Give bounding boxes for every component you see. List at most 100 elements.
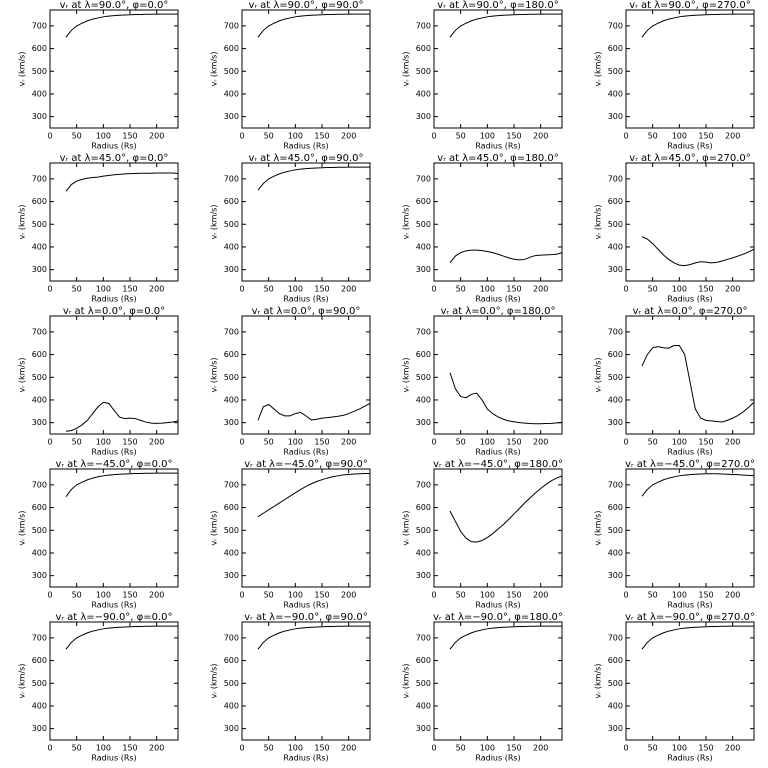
x-tick-label: 100: [672, 285, 687, 294]
plot-frame: [49, 9, 179, 129]
x-tick-label: 100: [288, 591, 303, 600]
x-tick-label: 100: [96, 132, 111, 141]
data-line: [449, 249, 563, 264]
data-line: [641, 345, 755, 423]
y-tick-label: 600: [224, 350, 239, 359]
chart-title: vᵣ at λ=0.0°, φ=270.0°: [632, 306, 747, 317]
x-axis-label: Radius (Rs): [667, 142, 712, 151]
y-tick-label: 400: [224, 242, 239, 251]
y-tick-label: 600: [224, 44, 239, 53]
plot-frame: [433, 162, 563, 282]
x-axis-label: Radius (Rs): [667, 295, 712, 304]
chart-title: vᵣ at λ=45.0°, φ=180.0°: [437, 153, 558, 164]
y-tick-label: 500: [32, 67, 47, 76]
x-tick-label: 0: [623, 744, 628, 753]
y-tick-label: 700: [608, 633, 623, 642]
y-tick-label: 400: [32, 548, 47, 557]
data-line: [449, 372, 563, 425]
y-tick-label: 300: [416, 418, 431, 427]
y-axis-label: vᵣ (km/s): [18, 358, 27, 393]
chart-title: vᵣ at λ=45.0°, φ=270.0°: [629, 153, 750, 164]
plot-frame: [241, 315, 371, 435]
data-line: [449, 475, 563, 543]
data-line: [257, 166, 370, 191]
y-tick-label: 700: [608, 174, 623, 183]
y-axis-label: vᵣ (km/s): [594, 205, 603, 240]
data-line: [257, 473, 370, 518]
plot-frame: [625, 621, 755, 741]
x-tick-label: 50: [264, 285, 274, 294]
x-tick-label: 200: [725, 132, 740, 141]
plot-frame: [625, 468, 755, 588]
y-axis-label: vᵣ (km/s): [594, 511, 603, 546]
y-tick-label: 300: [416, 112, 431, 121]
x-axis-label: Radius (Rs): [283, 754, 328, 763]
x-axis-label: Radius (Rs): [475, 448, 520, 457]
y-tick-label: 500: [608, 67, 623, 76]
x-tick-label: 150: [698, 285, 713, 294]
x-tick-label: 50: [264, 438, 274, 447]
x-axis-label: Radius (Rs): [283, 448, 328, 457]
x-axis-label: Radius (Rs): [283, 142, 328, 151]
x-tick-label: 100: [480, 285, 495, 294]
plot-frame: [433, 9, 563, 129]
x-tick-label: 150: [314, 285, 329, 294]
data-line: [65, 401, 179, 432]
x-tick-label: 200: [725, 744, 740, 753]
x-tick-label: 200: [725, 285, 740, 294]
y-tick-label: 300: [608, 418, 623, 427]
x-tick-label: 150: [122, 285, 137, 294]
y-tick-label: 400: [416, 242, 431, 251]
x-tick-label: 200: [725, 438, 740, 447]
y-tick-label: 300: [416, 724, 431, 733]
y-tick-label: 400: [608, 701, 623, 710]
y-tick-label: 300: [416, 265, 431, 274]
y-tick-label: 700: [416, 480, 431, 489]
x-tick-label: 0: [431, 591, 436, 600]
chart-title: vᵣ at λ=−90.0°, φ=270.0°: [625, 612, 755, 623]
x-tick-label: 50: [648, 438, 658, 447]
y-tick-label: 600: [416, 44, 431, 53]
y-tick-label: 600: [32, 197, 47, 206]
x-tick-label: 150: [698, 132, 713, 141]
y-tick-label: 500: [608, 220, 623, 229]
x-tick-label: 200: [533, 591, 548, 600]
y-tick-label: 300: [224, 724, 239, 733]
x-tick-label: 100: [672, 438, 687, 447]
x-tick-label: 0: [623, 438, 628, 447]
x-tick-label: 0: [623, 285, 628, 294]
chart-title: vᵣ at λ=−45.0°, φ=270.0°: [625, 459, 755, 470]
plot-frame: [433, 315, 563, 435]
x-tick-label: 150: [506, 285, 521, 294]
y-axis-label: vᵣ (km/s): [210, 358, 219, 393]
y-tick-label: 700: [608, 327, 623, 336]
y-axis-label: vᵣ (km/s): [210, 205, 219, 240]
chart-title: vᵣ at λ=90.0°, φ=90.0°: [248, 0, 363, 11]
y-tick-label: 600: [224, 656, 239, 665]
plot-frame: [241, 621, 371, 741]
x-axis-label: Radius (Rs): [91, 295, 136, 304]
chart-title: vᵣ at λ=−90.0°, φ=0.0°: [55, 612, 172, 623]
x-axis-label: Radius (Rs): [667, 754, 712, 763]
y-tick-label: 700: [224, 327, 239, 336]
x-axis-label: Radius (Rs): [283, 295, 328, 304]
y-tick-label: 700: [416, 21, 431, 30]
chart-title: vᵣ at λ=0.0°, φ=0.0°: [63, 306, 165, 317]
data-line: [449, 13, 562, 38]
x-tick-label: 150: [122, 132, 137, 141]
y-tick-label: 300: [32, 418, 47, 427]
x-tick-label: 100: [672, 591, 687, 600]
x-tick-label: 50: [456, 438, 466, 447]
y-tick-label: 500: [32, 526, 47, 535]
y-tick-label: 700: [32, 327, 47, 336]
x-tick-label: 150: [314, 591, 329, 600]
x-tick-label: 0: [47, 591, 52, 600]
y-tick-label: 600: [32, 656, 47, 665]
y-tick-label: 600: [608, 197, 623, 206]
y-tick-label: 700: [224, 633, 239, 642]
x-tick-label: 200: [533, 744, 548, 753]
chart-title: vᵣ at λ=−45.0°, φ=90.0°: [244, 459, 367, 470]
x-tick-label: 200: [341, 438, 356, 447]
y-tick-label: 400: [224, 89, 239, 98]
x-tick-label: 150: [122, 591, 137, 600]
